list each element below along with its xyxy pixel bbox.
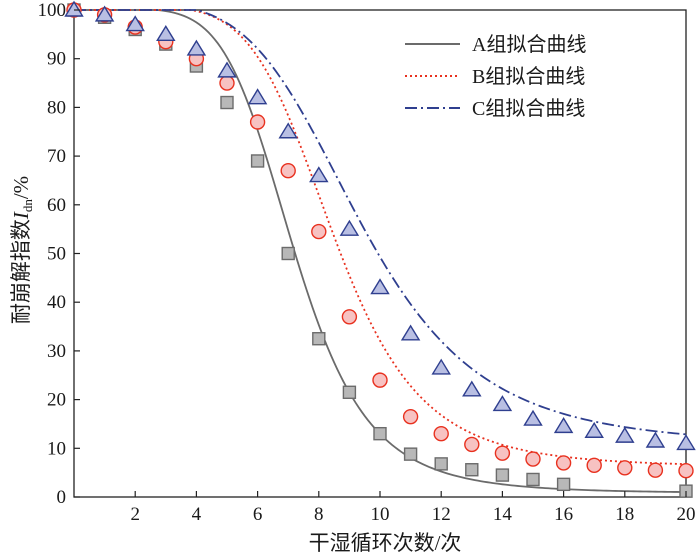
marker-a [373, 426, 387, 441]
y-tick-label: 30 [47, 341, 66, 362]
marker-b [280, 163, 296, 179]
y-tick-label: 40 [47, 292, 66, 313]
marker-a [556, 477, 571, 492]
fit-curve-c [74, 9, 687, 436]
y-axis-title-subscript: dn [20, 199, 35, 213]
x-axis-title: 干湿循环次数/次 [309, 531, 462, 555]
marker-c [553, 417, 574, 434]
marker-b [586, 457, 602, 474]
x-tick-label: 2 [130, 504, 140, 525]
marker-b [219, 75, 235, 91]
marker-c [339, 219, 360, 236]
marker-c [94, 5, 115, 22]
marker-a [495, 468, 510, 482]
legend-label-c: C组拟合曲线 [472, 97, 585, 120]
marker-b [464, 436, 480, 453]
x-tick-label: 18 [615, 504, 634, 525]
marker-a [526, 472, 540, 487]
y-axis-title-suffix: /% [9, 176, 33, 199]
x-tick-label: 4 [192, 504, 202, 525]
marker-a [220, 95, 234, 110]
x-tick-label: 8 [314, 504, 324, 525]
y-tick-label: 80 [47, 97, 66, 118]
y-tick-label: 90 [47, 49, 66, 70]
marker-b [617, 460, 633, 476]
marker-a [434, 457, 448, 471]
y-tick-label: 70 [47, 146, 66, 167]
marker-b [678, 463, 694, 479]
marker-c [125, 15, 145, 32]
marker-c [247, 88, 268, 105]
marker-c [278, 122, 298, 139]
marker-c [615, 426, 635, 443]
legend-entry-a: A组拟合曲线 [405, 33, 586, 56]
marker-c [645, 431, 666, 448]
legend-label-b: B组拟合曲线 [472, 65, 585, 88]
x-tick-label: 10 [371, 504, 390, 525]
legend: A组拟合曲线 B组拟合曲线 C组拟合曲线 [405, 33, 586, 120]
y-tick-label: 100 [38, 0, 67, 21]
y-axis-title: 耐崩解指数Idn/% [9, 176, 35, 324]
marker-c [400, 324, 421, 341]
marker-c [186, 39, 207, 56]
marker-b [249, 114, 266, 130]
marker-c [462, 380, 482, 397]
x-tick-label: 14 [493, 504, 513, 525]
marker-c [492, 395, 513, 412]
y-tick-label: 20 [47, 390, 66, 411]
marker-b [555, 455, 572, 471]
y-tick-label: 0 [57, 487, 67, 508]
y-axis-title-symbol: I [9, 211, 33, 220]
marker-c [217, 61, 237, 78]
marker-c [309, 166, 329, 183]
marker-b [402, 408, 419, 425]
marker-a [403, 447, 418, 461]
y-tick-label: 60 [47, 195, 66, 216]
fit-curves [74, 9, 687, 493]
marker-c [676, 434, 696, 451]
y-tick-label: 50 [47, 244, 66, 265]
marker-c [64, 0, 84, 17]
marker-b [647, 462, 664, 478]
legend-entry-b: B组拟合曲线 [405, 65, 585, 88]
x-axis-ticks: 2 4 6 8 10 12 14 16 18 20 [130, 491, 696, 525]
y-tick-label: 10 [47, 438, 66, 459]
marker-b [372, 372, 388, 388]
marker-a [342, 385, 357, 399]
marker-b [494, 445, 511, 461]
marker-c [431, 358, 451, 375]
marker-c [584, 421, 604, 438]
marker-b [311, 223, 327, 240]
marker-a [312, 332, 326, 346]
marker-c [370, 278, 390, 295]
x-tick-label: 12 [432, 504, 451, 525]
y-axis-title-prefix: 耐崩解指数 [9, 219, 33, 324]
x-tick-label: 20 [677, 504, 696, 525]
x-tick-label: 6 [253, 504, 263, 525]
x-tick-label: 16 [554, 504, 573, 525]
marker-c [523, 409, 543, 426]
data-markers [64, 0, 696, 498]
marker-b [433, 425, 449, 442]
fit-curve-a [74, 9, 687, 493]
y-axis-ticks: 0 10 20 30 40 50 60 70 80 90 100 [38, 0, 80, 508]
marker-a [250, 154, 265, 168]
marker-b [341, 309, 358, 325]
legend-label-a: A组拟合曲线 [472, 33, 586, 56]
marker-b [525, 451, 541, 467]
marker-a [465, 463, 479, 477]
marker-c [156, 25, 176, 42]
fit-curve-b [74, 9, 687, 466]
legend-entry-c: C组拟合曲线 [405, 97, 585, 120]
marker-a [281, 246, 295, 261]
